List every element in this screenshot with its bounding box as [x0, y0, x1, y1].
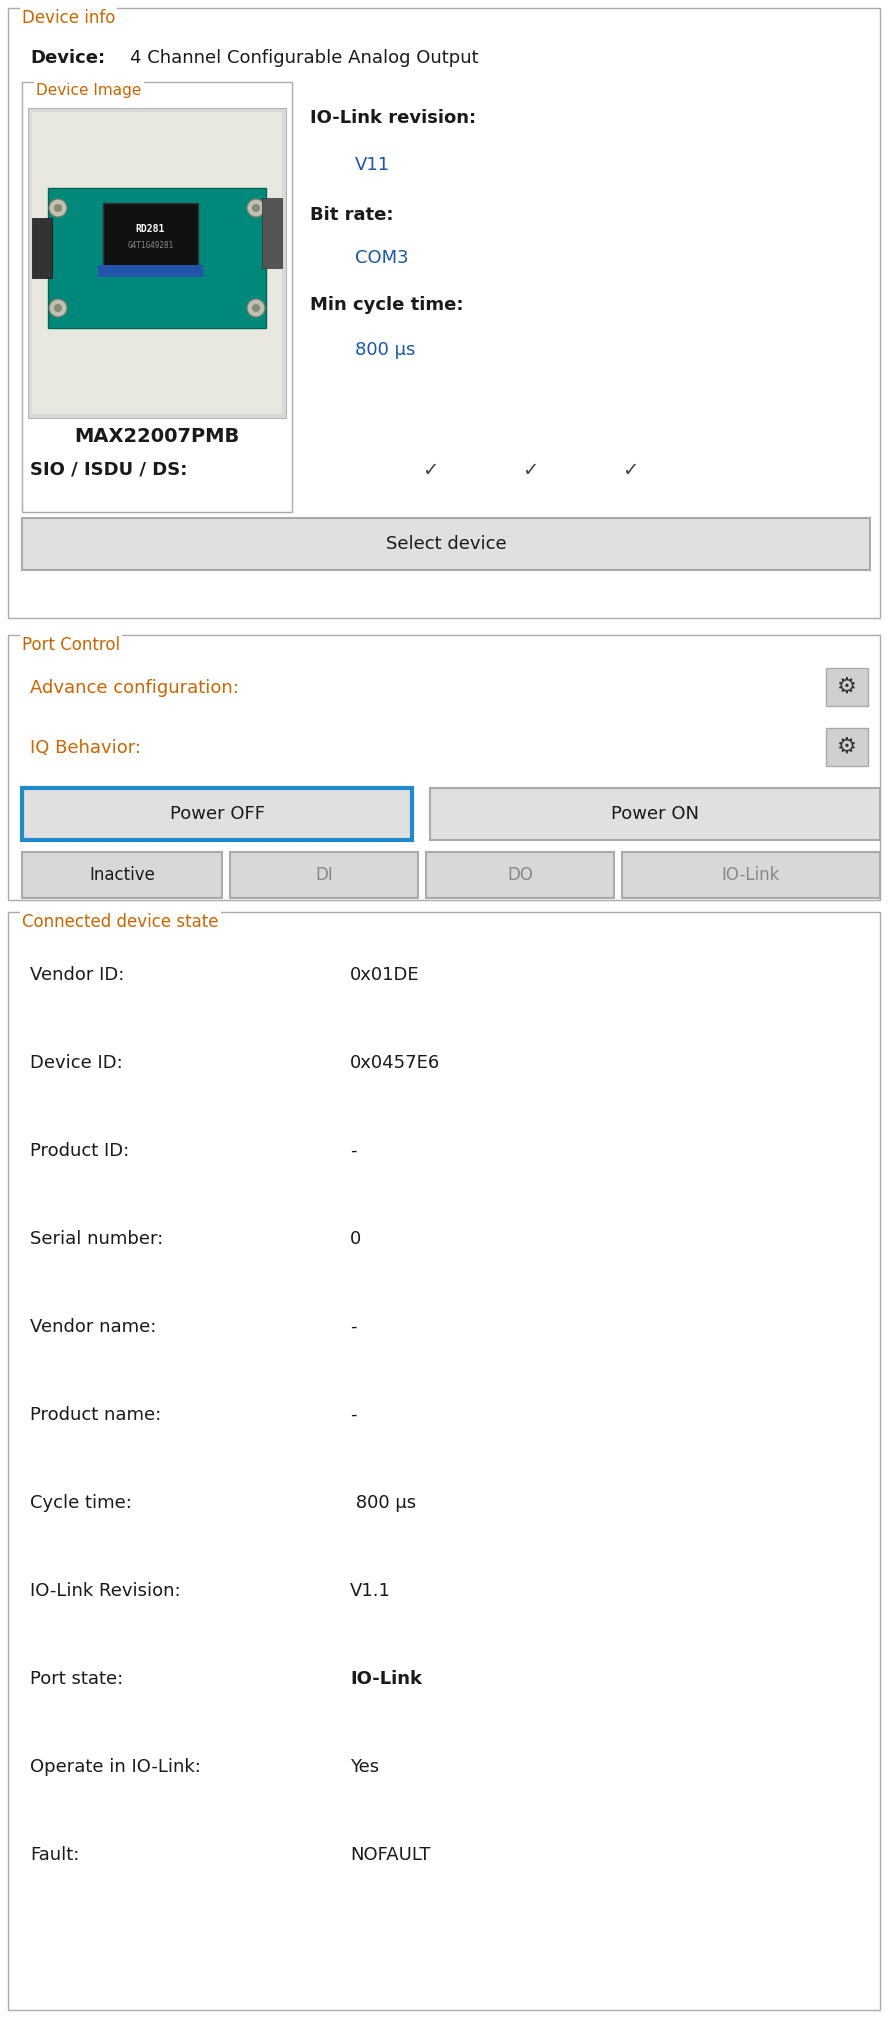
Text: -: -	[350, 1142, 356, 1161]
Text: Power ON: Power ON	[611, 805, 699, 823]
Circle shape	[252, 204, 260, 212]
Bar	[98, 265, 203, 277]
Circle shape	[54, 303, 62, 311]
Circle shape	[49, 299, 67, 317]
Text: Cycle time:: Cycle time:	[30, 1494, 132, 1512]
Text: G4T1G49281: G4T1G49281	[127, 241, 174, 249]
Text: Connected device state: Connected device state	[22, 914, 218, 930]
Text: Product ID:: Product ID:	[30, 1142, 130, 1161]
Text: -: -	[350, 1405, 356, 1423]
Bar	[103, 202, 198, 273]
Bar	[230, 851, 418, 898]
Bar	[8, 8, 880, 619]
Bar	[32, 218, 52, 277]
Text: Device Image: Device Image	[36, 83, 141, 97]
Text: COM3: COM3	[355, 249, 408, 267]
Bar	[22, 851, 222, 898]
Text: Vendor name:: Vendor name:	[30, 1318, 156, 1337]
Text: -: -	[350, 1318, 356, 1337]
Text: Product name:: Product name:	[30, 1405, 162, 1423]
Circle shape	[247, 299, 265, 317]
Text: Min cycle time:: Min cycle time:	[310, 295, 464, 313]
Text: Inactive: Inactive	[89, 865, 155, 884]
Bar	[622, 851, 880, 898]
Text: Operate in IO-Link:: Operate in IO-Link:	[30, 1757, 201, 1775]
Text: Select device: Select device	[385, 536, 506, 552]
Text: IO-Link revision:: IO-Link revision:	[310, 109, 476, 127]
Text: Vendor ID:: Vendor ID:	[30, 967, 124, 985]
Bar	[426, 851, 614, 898]
Text: Device ID:: Device ID:	[30, 1053, 123, 1072]
Text: ⚙: ⚙	[837, 736, 857, 756]
Text: 0x01DE: 0x01DE	[350, 967, 420, 985]
Bar	[48, 188, 266, 328]
Text: 800 μs: 800 μs	[355, 342, 416, 360]
Circle shape	[54, 204, 62, 212]
Text: IO-Link Revision:: IO-Link Revision:	[30, 1581, 180, 1599]
Text: ✓: ✓	[622, 461, 638, 479]
Bar	[28, 107, 286, 419]
Text: Serial number:: Serial number:	[30, 1229, 163, 1248]
Text: ✓: ✓	[522, 461, 538, 479]
Bar	[826, 728, 868, 766]
Text: Yes: Yes	[350, 1757, 379, 1775]
Text: MAX22007PMB: MAX22007PMB	[75, 427, 240, 445]
Bar	[32, 111, 282, 415]
Circle shape	[49, 198, 67, 216]
Circle shape	[247, 198, 265, 216]
Text: NOFAULT: NOFAULT	[350, 1846, 431, 1864]
Text: V1.1: V1.1	[350, 1581, 391, 1599]
Text: 0x0457E6: 0x0457E6	[350, 1053, 440, 1072]
Text: 800 μs: 800 μs	[350, 1494, 416, 1512]
Text: Port Control: Port Control	[22, 637, 120, 653]
Text: Device:: Device:	[30, 49, 105, 67]
Text: Power OFF: Power OFF	[170, 805, 265, 823]
Bar	[8, 912, 880, 2010]
Text: Fault:: Fault:	[30, 1846, 79, 1864]
Circle shape	[252, 303, 260, 311]
Bar	[8, 635, 880, 900]
Bar	[22, 789, 412, 839]
Text: RD281: RD281	[136, 224, 165, 235]
Text: 0: 0	[350, 1229, 361, 1248]
Bar	[22, 518, 870, 570]
Text: Port state:: Port state:	[30, 1670, 123, 1688]
Text: IO-Link: IO-Link	[350, 1670, 422, 1688]
Text: Bit rate:: Bit rate:	[310, 206, 393, 224]
Bar	[22, 83, 292, 512]
Text: Device info: Device info	[22, 8, 115, 26]
Text: Advance configuration:: Advance configuration:	[30, 679, 239, 698]
Text: SIO / ISDU / DS:: SIO / ISDU / DS:	[30, 461, 187, 479]
Text: ✓: ✓	[422, 461, 438, 479]
Text: V11: V11	[355, 156, 390, 174]
Text: DI: DI	[315, 865, 333, 884]
Text: DO: DO	[507, 865, 533, 884]
Bar	[826, 667, 868, 706]
Bar	[430, 789, 880, 839]
Text: 4 Channel Configurable Analog Output: 4 Channel Configurable Analog Output	[130, 49, 479, 67]
Text: ⚙: ⚙	[837, 677, 857, 698]
Text: IO-Link: IO-Link	[722, 865, 781, 884]
Text: IQ Behavior:: IQ Behavior:	[30, 738, 141, 756]
Bar	[262, 198, 282, 269]
